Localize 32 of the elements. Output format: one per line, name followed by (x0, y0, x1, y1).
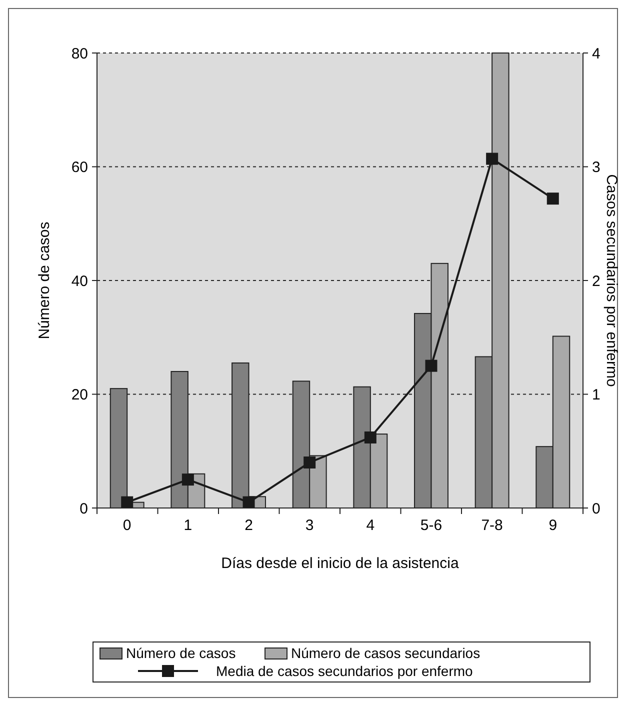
point (546, 192, 559, 205)
point (121, 496, 134, 508)
y2-tick-label: 4 (592, 45, 600, 62)
y-tick-label: 20 (71, 386, 88, 404)
y-tick-label: 60 (71, 159, 88, 176)
x-tick-label: 4 (366, 517, 375, 534)
point (425, 360, 438, 372)
x-tick-label: 1 (184, 517, 192, 534)
y2-tick-label: 0 (592, 500, 600, 518)
point (242, 496, 255, 508)
x-axis-title: Días desde el inicio de la asistencia (221, 555, 460, 572)
x-tick-label: 2 (244, 517, 253, 534)
x-tick-label: 7-8 (481, 517, 503, 534)
x-tick-label: 9 (548, 517, 558, 534)
legend-label: Media de casos secundarios por enfermo (216, 663, 474, 679)
x-tick-label: 3 (305, 517, 314, 534)
y-axis-title: Número de casos (36, 222, 53, 340)
y2-tick-label: 3 (592, 159, 600, 176)
y-tick-label: 40 (71, 272, 88, 290)
point (182, 474, 194, 486)
y2-tick-label: 1 (592, 386, 600, 404)
point (364, 431, 376, 444)
point (304, 456, 316, 468)
y2-axis-title: Casos secundarios por enfermo (603, 174, 620, 387)
x-tick-label: 5-6 (420, 517, 442, 534)
y2-tick-label: 2 (592, 272, 600, 290)
y-tick-label: 80 (71, 45, 88, 62)
x-tick-label: 0 (122, 517, 132, 534)
legend-label: Número de casos secundarios (291, 645, 480, 661)
y-tick-label: 0 (80, 500, 88, 518)
legend-label: Número de casos (126, 645, 236, 661)
point (486, 152, 498, 165)
